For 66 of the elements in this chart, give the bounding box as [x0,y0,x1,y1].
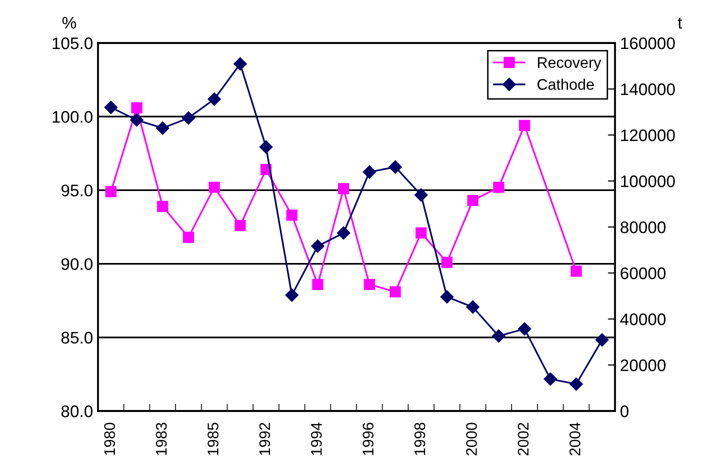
point [595,333,609,347]
legend-label: Cathode [538,78,594,90]
point [388,160,402,174]
point [157,200,168,212]
point [131,102,142,114]
point [105,186,116,198]
point [493,182,504,193]
y2-tick-label: 160000 [621,37,675,50]
point [570,378,583,391]
y2-tick-label: 140000 [621,83,675,96]
x-tick-label: 2000 [466,422,477,456]
point [336,226,350,240]
y2-tick-label: 120000 [621,129,675,142]
y-tick-label: 105.0 [52,37,92,50]
x-tick-label: 1983 [156,422,167,455]
y-tick-label: 95.0 [61,184,92,196]
point [208,182,220,193]
point [466,300,480,314]
y-axis-title: % [62,16,76,29]
x-tick-label: 1996 [362,422,374,455]
point [156,122,170,135]
point [182,232,194,243]
legend-label: Recovery [538,57,602,71]
point [286,210,298,221]
x-tick-label: 1992 [259,422,270,455]
y2-tick-label: 80000 [620,221,666,234]
x-tick-label: 1985 [208,422,218,455]
point [440,290,454,304]
y-tick-label: 80.0 [61,405,92,418]
x-tick-label: 2004 [570,422,580,456]
point [234,220,246,232]
point [390,286,401,298]
point [130,113,144,127]
point [104,100,118,114]
point [414,188,428,202]
point [234,57,247,71]
point [259,140,273,154]
point [182,111,196,125]
y2-tick-label: 60000 [620,267,666,280]
point [208,92,221,106]
x-tick-label: 1998 [414,422,426,455]
point [338,183,350,194]
point [570,266,582,277]
y-tick-label: 85.0 [61,332,92,344]
point [416,227,427,238]
x-tick-label: 1994 [311,422,322,455]
y2-tick-label: 40000 [620,313,666,326]
point [312,278,324,290]
x-tick-label: 1980 [104,422,116,455]
y-tick-label: 100.0 [52,111,92,123]
point [544,372,557,386]
point [518,322,532,336]
y2-tick-label: 20000 [620,359,666,372]
y2-axis-title: t [678,18,682,29]
point [467,194,478,206]
point [492,329,506,343]
point [364,278,375,290]
y2-tick-label: 100000 [621,175,675,188]
y-tick-label: 90.0 [61,258,92,270]
point [518,120,530,131]
point [362,165,376,179]
y2-tick-label: 0 [620,405,628,418]
x-tick-label: 2002 [518,422,529,456]
point [311,240,324,253]
point [441,256,453,268]
point [285,288,298,302]
